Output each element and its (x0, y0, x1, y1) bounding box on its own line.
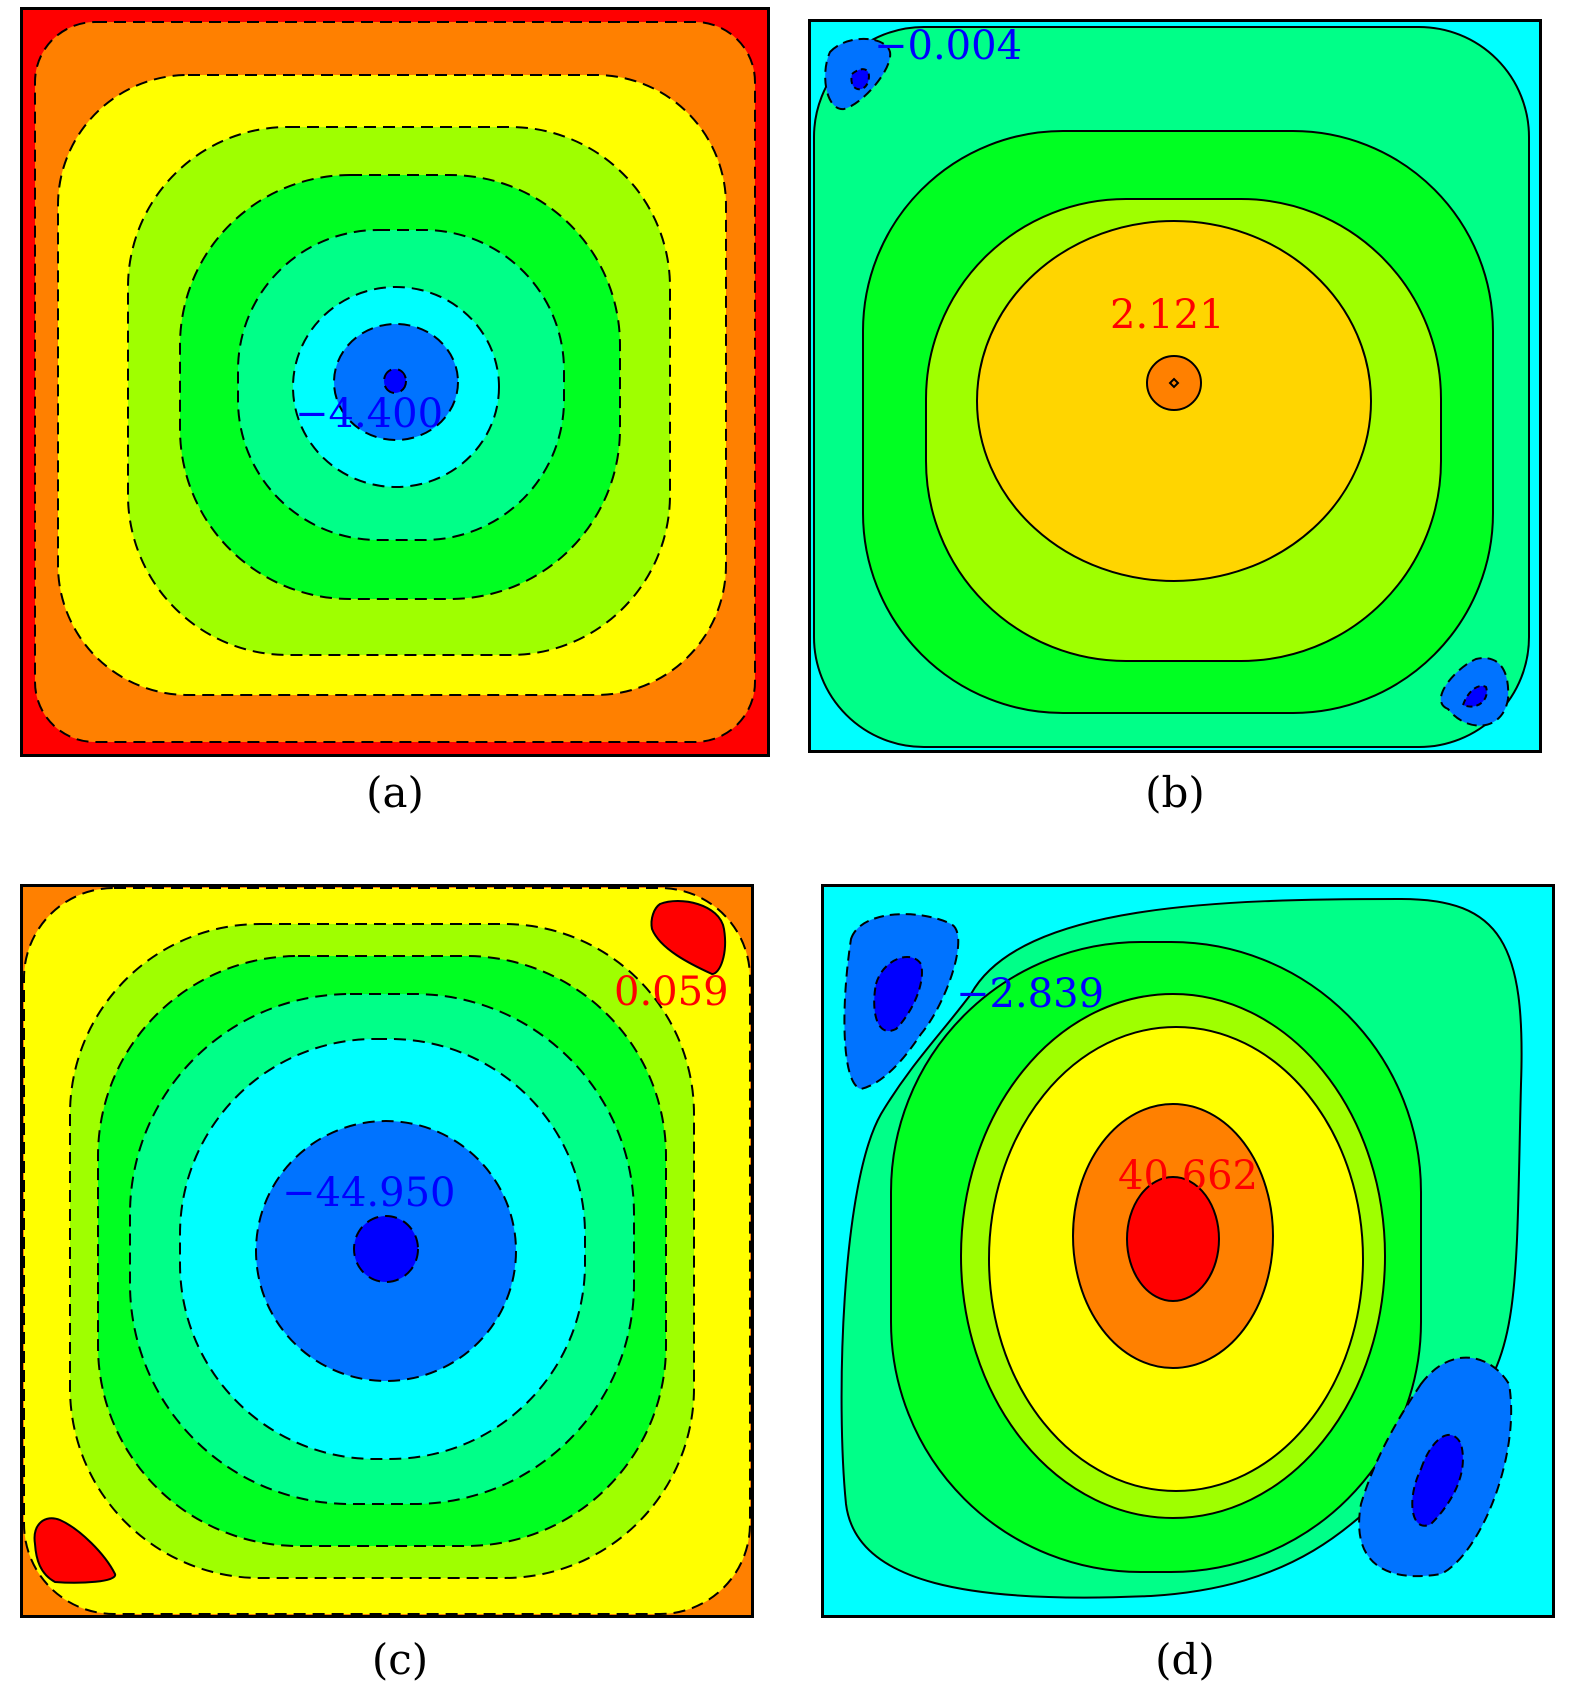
corner-cell-top-left-core (873, 955, 923, 1032)
contour-plot-d: 40.662 −2.839 (821, 884, 1555, 1618)
contour-label-corner: −2.839 (956, 971, 1104, 1017)
contour-label-min: −4.400 (295, 391, 443, 437)
contour-panel-d: 40.662 −2.839 (821, 884, 1555, 1618)
contour-plot-b: 2.121 −0.004 (808, 19, 1542, 753)
contour-label-corner: 0.059 (614, 969, 729, 1015)
contour-plot-c: −44.950 0.059 (20, 884, 754, 1618)
corner-cell-top-left-core (850, 68, 870, 91)
contour-band-core (1168, 377, 1180, 389)
contour-plot-a: −4.400 (20, 7, 770, 757)
contour-band-core (353, 1215, 419, 1283)
plot-frame (808, 19, 1542, 753)
corner-cell-bottom-right-core (1461, 685, 1488, 708)
contour-panel-b: 2.121 −0.004 (808, 19, 1542, 753)
corner-cell-bottom-left (33, 1517, 116, 1584)
caption-d: (d) (1155, 1635, 1215, 1684)
plot-frame (20, 884, 754, 1618)
contour-band-core (383, 368, 407, 394)
contour-panel-c: −44.950 0.059 (20, 884, 754, 1618)
contour-label-min: −44.950 (282, 1170, 455, 1216)
caption-c: (c) (371, 1635, 429, 1684)
corner-cell-top-right (650, 900, 726, 976)
plot-frame (821, 884, 1555, 1618)
plot-frame (20, 7, 770, 757)
caption-b: (b) (1145, 768, 1205, 817)
contour-label-corner: −0.004 (874, 23, 1022, 69)
contour-label-max: 2.121 (1110, 292, 1225, 338)
contour-band-core (1126, 1176, 1220, 1302)
contour-label-max: 40.662 (1118, 1153, 1258, 1199)
corner-cell-bottom-right-core (1411, 1433, 1464, 1527)
contour-panel-a: −4.400 (20, 7, 770, 757)
caption-a: (a) (366, 768, 424, 817)
